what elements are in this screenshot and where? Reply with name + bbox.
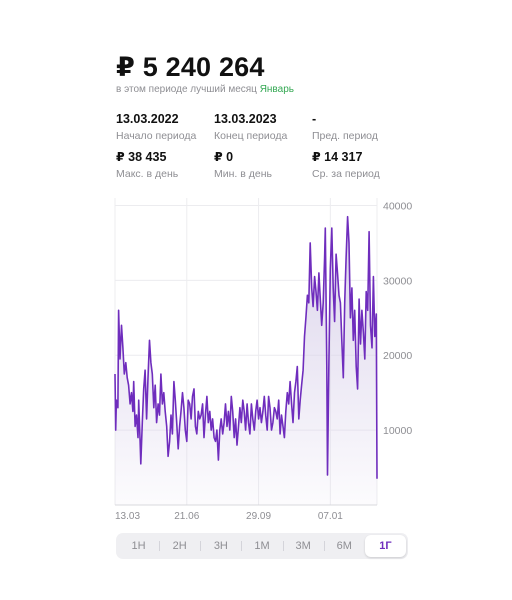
stat-label: Ср. за период <box>312 168 380 180</box>
x-tick-label: 21.06 <box>174 511 199 522</box>
period-option-4[interactable]: 3М <box>282 535 324 557</box>
stat-value: ₽ 14 317 <box>312 150 363 164</box>
x-tick-label: 13.03 <box>115 511 140 522</box>
period-option-1[interactable]: 2Н <box>159 535 200 557</box>
x-tick-label: 07.01 <box>318 511 343 522</box>
period-option-0[interactable]: 1Н <box>131 540 146 552</box>
period-option-3[interactable]: 1М <box>241 535 282 557</box>
stat-label: Мин. в день <box>214 168 272 180</box>
y-tick-label: 20000 <box>383 350 412 362</box>
stat-max-per-day: ₽ 38 435 Макс. в день <box>116 150 178 181</box>
stat-value: 13.03.2022 <box>116 112 179 126</box>
series-line <box>114 215 378 479</box>
period-selector[interactable]: 1Н 2Н 3Н 1М 3М 6М 1Г <box>116 533 408 559</box>
stat-value: 13.03.2023 <box>214 112 277 126</box>
stat-period-start: 13.03.2022 Начало периода <box>116 112 196 143</box>
best-month: Январь <box>259 84 294 95</box>
stat-previous-period: - Пред. период <box>312 112 378 143</box>
best-month-subtitle: в этом периоде лучший месяц Январь <box>116 84 294 95</box>
period-option-6[interactable]: 1Г <box>364 535 406 557</box>
y-tick-label: 40000 <box>383 200 412 212</box>
period-total: ₽ 5 240 264 <box>116 52 265 82</box>
stat-label: Пред. период <box>312 130 378 142</box>
period-option-2[interactable]: 3Н <box>200 535 241 557</box>
stat-label: Конец периода <box>214 130 288 142</box>
stat-value: ₽ 0 <box>214 150 234 164</box>
stat-average: ₽ 14 317 Ср. за период <box>312 150 380 181</box>
stat-period-end: 13.03.2023 Конец периода <box>214 112 287 143</box>
revenue-chart[interactable]: 10000 20000 30000 40000 13.03 21.06 29.09 07.01 <box>0 190 512 526</box>
period-option-5[interactable]: 6М <box>323 535 365 557</box>
stat-value: - <box>312 112 317 126</box>
subtitle-text: в этом периоде лучший месяц <box>116 84 257 95</box>
x-tick-label: 29.09 <box>246 511 271 522</box>
y-tick-label: 10000 <box>383 425 412 437</box>
y-tick-label: 30000 <box>383 275 412 287</box>
series-area <box>115 216 377 505</box>
stat-label: Макс. в день <box>116 168 179 180</box>
stat-label: Начало периода <box>116 130 197 142</box>
stat-min-per-day: ₽ 0 Мин. в день <box>214 150 272 181</box>
stat-value: ₽ 38 435 <box>116 150 167 164</box>
